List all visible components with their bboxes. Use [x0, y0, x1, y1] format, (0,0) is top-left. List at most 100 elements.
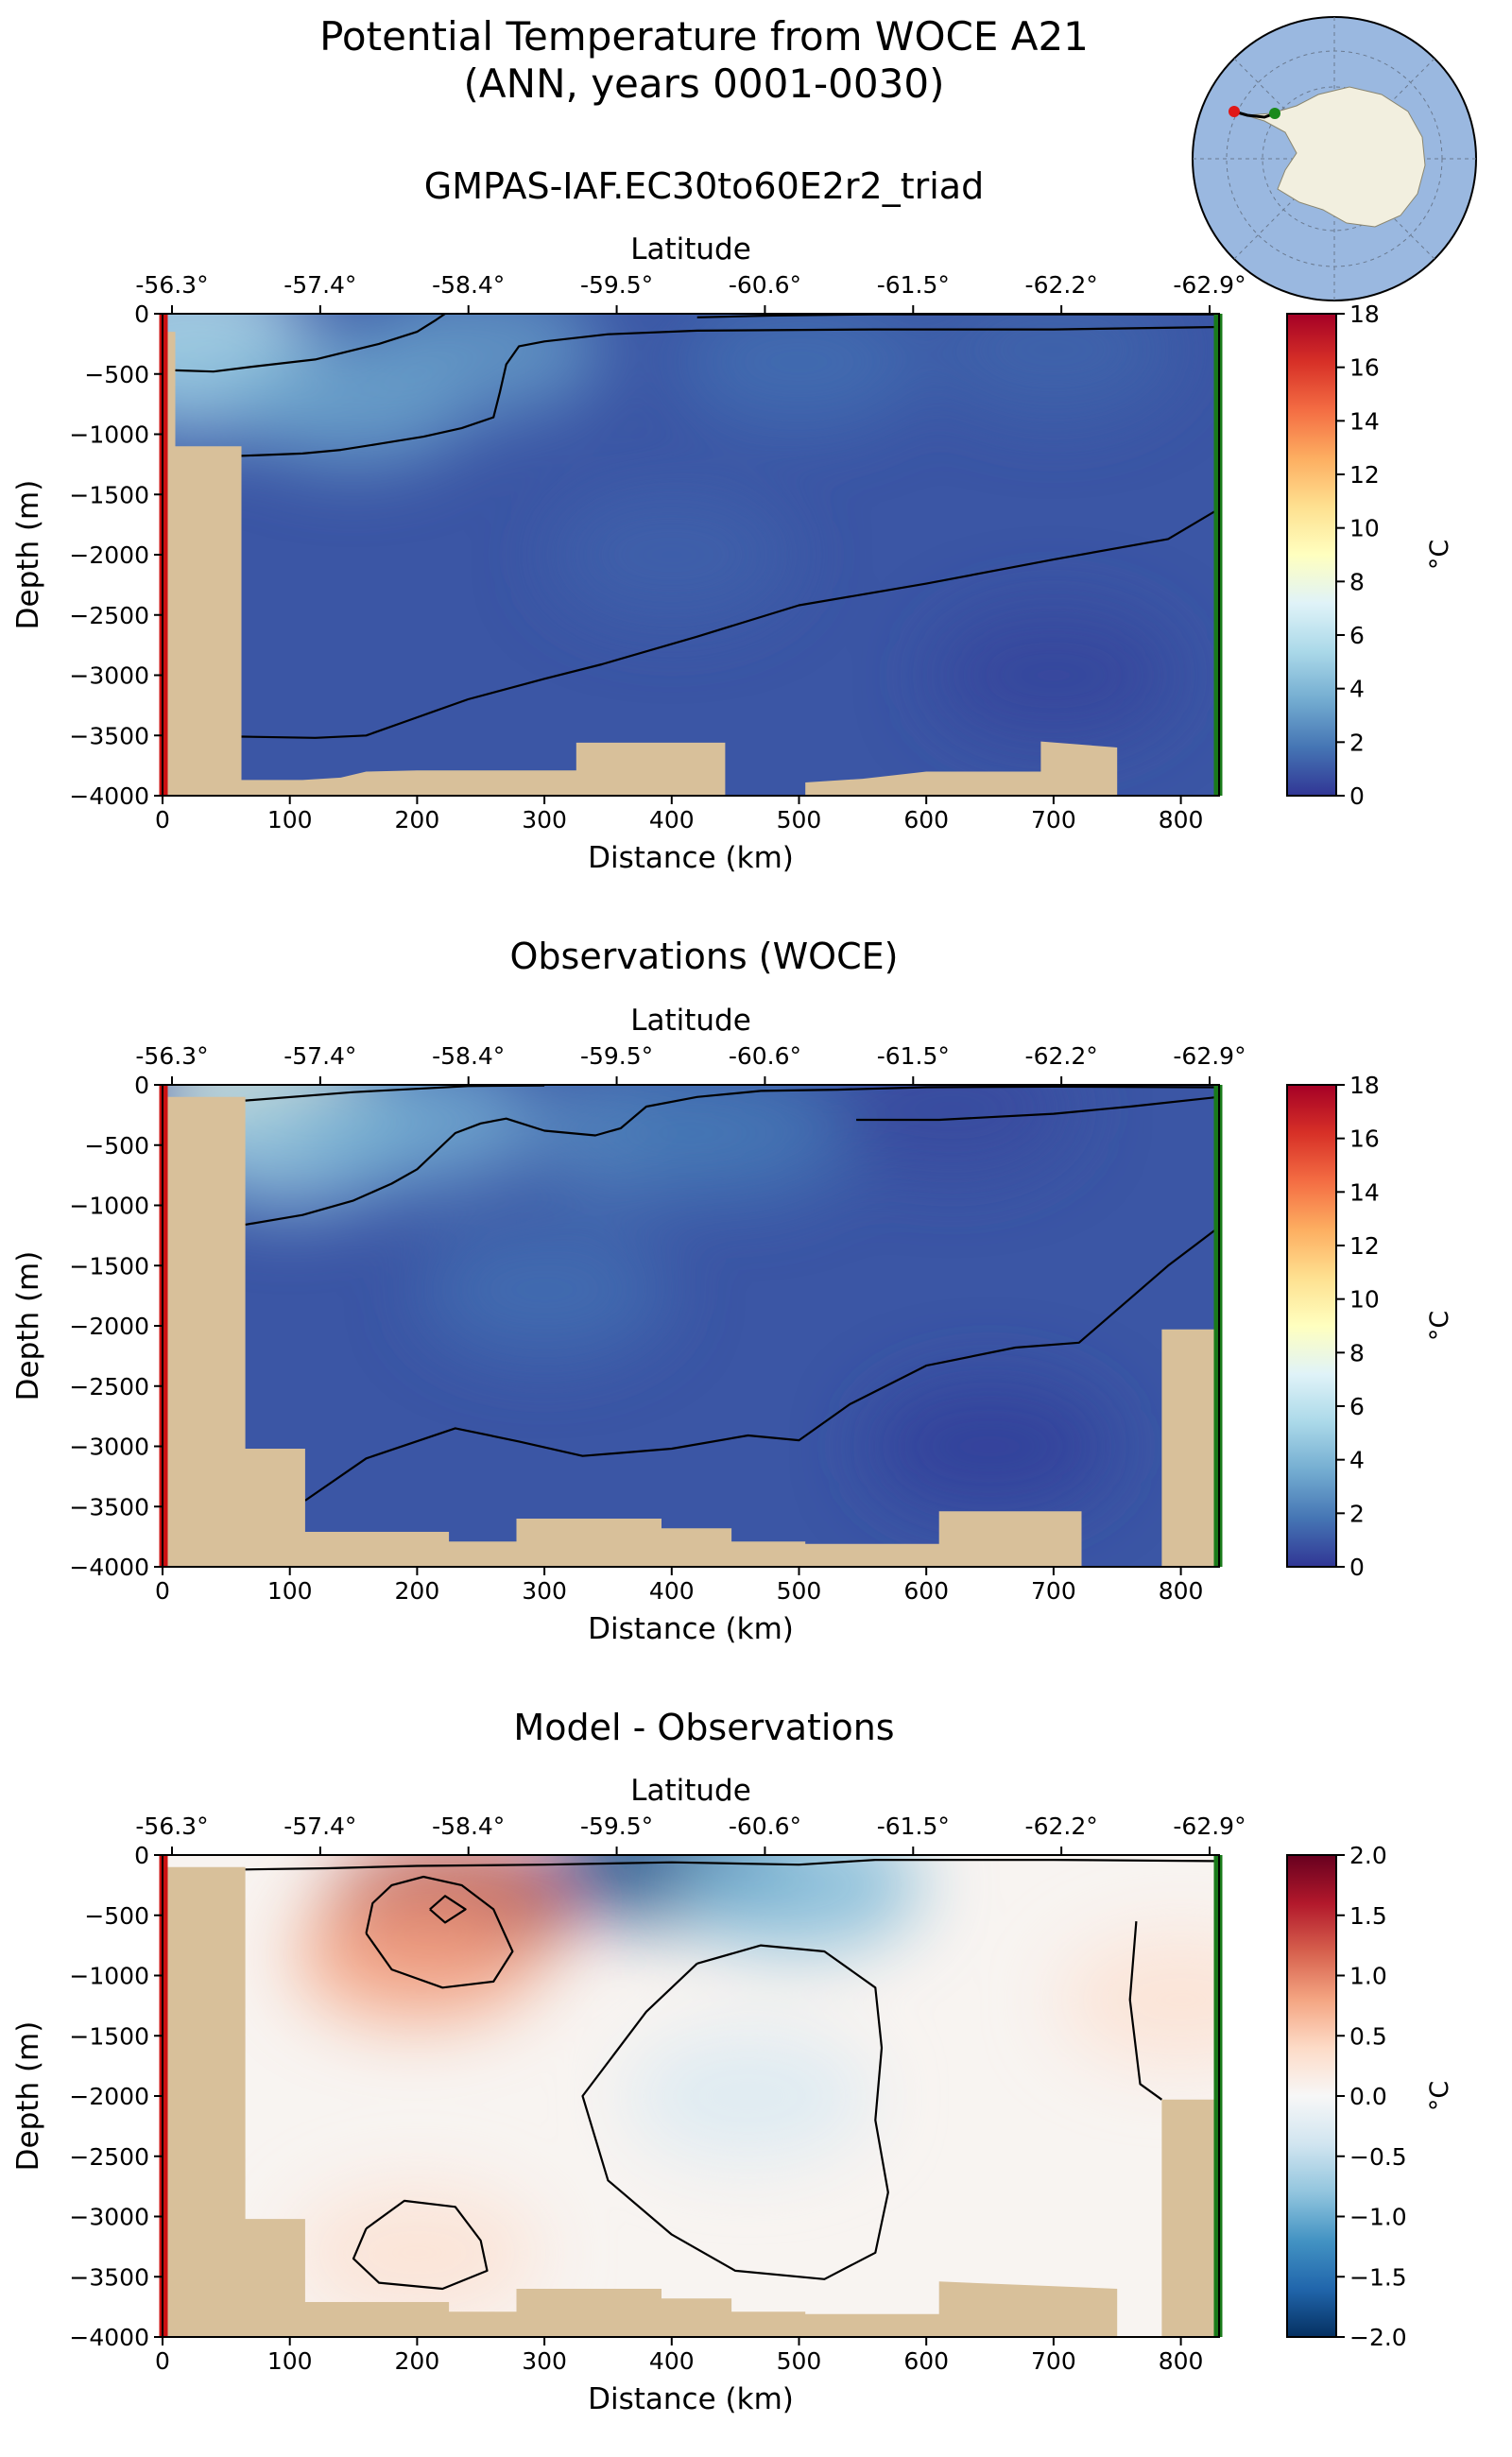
panel1-ytick-label: −2000	[69, 541, 149, 569]
panel2-colorbar-label: 18	[1349, 1072, 1380, 1099]
panel3-colorbar-label: 1.5	[1349, 1902, 1387, 1930]
panel3-field	[163, 1855, 1219, 2337]
panel3-title: Model - Observations	[513, 1707, 895, 1748]
panel2-ytick-label: 0	[134, 1072, 149, 1099]
panel2-xtick-label: 600	[903, 1577, 949, 1605]
panel2-ytick-label: −1500	[69, 1252, 149, 1280]
panel1-field-anchor-7	[930, 609, 1177, 742]
panel1-contour-0	[175, 314, 446, 373]
inset-map	[1192, 16, 1477, 301]
panel2-toptick-label: -62.9°	[1173, 1042, 1246, 1070]
panel3-xtick-label: 300	[522, 2347, 567, 2375]
panel2-toptick-label: -60.6°	[729, 1042, 801, 1070]
panel3-contour-2	[581, 1944, 889, 2280]
panel1-colorbar-unit: °C	[1425, 540, 1454, 570]
panel1-toptick-label: -58.4°	[432, 271, 505, 299]
panel2-xlabel: Distance (km)	[588, 1612, 794, 1646]
panel2-ytick-label: −2000	[69, 1313, 149, 1340]
panel2-contour-2	[856, 1095, 1219, 1122]
panel1-xtick-label: 800	[1159, 806, 1204, 833]
panel3-toptick-label: -62.2°	[1025, 1813, 1098, 1840]
panel1-colorbar	[1286, 313, 1337, 797]
panel3-colorbar-label: 0.0	[1349, 2083, 1387, 2110]
panel3-colorbar-label: 2.0	[1349, 1842, 1387, 1869]
panel3-top-xlabel: Latitude	[630, 1774, 751, 1808]
panel2-xtick-label: 0	[155, 1577, 170, 1605]
panel3-contour-0	[365, 1875, 514, 1989]
panel2-xtick-label: 700	[1031, 1577, 1076, 1605]
panel3-ylabel: Depth (m)	[11, 2021, 45, 2172]
panel1-colorbar-label: 0	[1349, 782, 1365, 810]
panel3-xtick-label: 400	[649, 2347, 695, 2375]
panel2-contour-1	[245, 1085, 1219, 1226]
panel1-contour-1	[241, 325, 1219, 457]
panel2-ytick-label: −3500	[69, 1493, 149, 1521]
panel1-toptick-label: -62.9°	[1173, 271, 1246, 299]
panel3-xlabel: Distance (km)	[588, 2382, 794, 2416]
panel2-colorbar-label: 6	[1349, 1393, 1365, 1420]
panel3-colorbar-label: −1.5	[1349, 2263, 1407, 2291]
panel1-xtick-label: 400	[649, 806, 695, 833]
panel2-toptick-label: -61.5°	[877, 1042, 950, 1070]
panel1-ytick-label: −2500	[69, 602, 149, 629]
panel1-field-anchor-6	[548, 489, 795, 621]
panel1-xtick-label: 300	[522, 806, 567, 833]
panel3-ytick-label: −1500	[69, 2022, 149, 2050]
panel2-top-xlabel: Latitude	[630, 1004, 751, 1038]
panel3-colorbar-unit: °C	[1425, 2081, 1454, 2111]
panel3-toptick-label: -58.4°	[432, 1813, 505, 1840]
panel1-xtick-label: 100	[267, 806, 313, 833]
panel1-top-xlabel: Latitude	[630, 232, 751, 266]
panel1-xtick-label: 600	[903, 806, 949, 833]
panel2-toptick-label: -57.4°	[284, 1042, 356, 1070]
panel2-toptick-label: -58.4°	[432, 1042, 505, 1070]
panel1-ytick-label: −1500	[69, 481, 149, 508]
panel1-xlabel: Distance (km)	[588, 841, 794, 875]
panel3-ytick-label: −3000	[69, 2204, 149, 2231]
panel3-field-anchor-6	[294, 2186, 541, 2319]
panel1-ytick-label: 0	[134, 301, 149, 328]
panel2-xtick-label: 200	[395, 1577, 440, 1605]
panel3-colorbar-label: 0.5	[1349, 2022, 1387, 2050]
panel3-ytick-label: −4000	[69, 2324, 149, 2351]
panel1-colorbar-label: 10	[1349, 515, 1380, 542]
panel2-xtick-label: 300	[522, 1577, 567, 1605]
panel2-xtick-label: 800	[1159, 1577, 1204, 1605]
panel3-xtick-label: 500	[777, 2347, 822, 2375]
panel1-colorbar-label: 6	[1349, 622, 1365, 649]
panel2-field-anchor-2	[294, 1085, 541, 1188]
panel1-colorbar-label: 14	[1349, 407, 1380, 435]
panel2-contour-3	[304, 1226, 1219, 1502]
panel3-xtick-label: 200	[395, 2347, 440, 2375]
panel1-ytick-label: −1000	[69, 421, 149, 449]
panel3-xtick-label: 700	[1031, 2347, 1076, 2375]
panel3-colorbar	[1286, 1854, 1337, 2338]
panel1-xtick-label: 0	[155, 806, 170, 833]
panel1-ytick-label: −3000	[69, 662, 149, 690]
panel3-field-anchor-2	[625, 2030, 871, 2162]
panel3-colorbar-label: 1.0	[1349, 1963, 1387, 1990]
panel3-ytick-label: −2500	[69, 2143, 149, 2171]
panel3-toptick-label: -59.5°	[580, 1813, 653, 1840]
panel1-colorbar-label: 2	[1349, 729, 1365, 756]
panel3-xtick-label: 600	[903, 2347, 949, 2375]
panel1-colorbar-label: 4	[1349, 676, 1365, 703]
inset-start-marker	[1228, 106, 1240, 117]
panel1-field-anchor-4	[676, 314, 922, 428]
panel1-toptick-label: -60.6°	[729, 271, 801, 299]
panel3-toptick-label: -56.3°	[135, 1813, 208, 1840]
panel2-ylabel: Depth (m)	[11, 1251, 45, 1401]
panel3-ytick-label: 0	[134, 1842, 149, 1869]
panel1-colorbar-label: 18	[1349, 301, 1380, 328]
panel2-colorbar-label: 12	[1349, 1232, 1380, 1260]
panel1-toptick-label: -61.5°	[877, 271, 950, 299]
panel3-colorbar-label: −1.0	[1349, 2204, 1407, 2231]
panel3-field-anchor-5	[1057, 1933, 1219, 2066]
panel2-ytick-label: −1000	[69, 1193, 149, 1220]
panel2-field-anchor-5	[829, 1085, 1075, 1176]
panel1-ylabel: Depth (m)	[11, 480, 45, 630]
panel3-ytick-label: −3500	[69, 2263, 149, 2291]
panel3-xtick-label: 800	[1159, 2347, 1204, 2375]
